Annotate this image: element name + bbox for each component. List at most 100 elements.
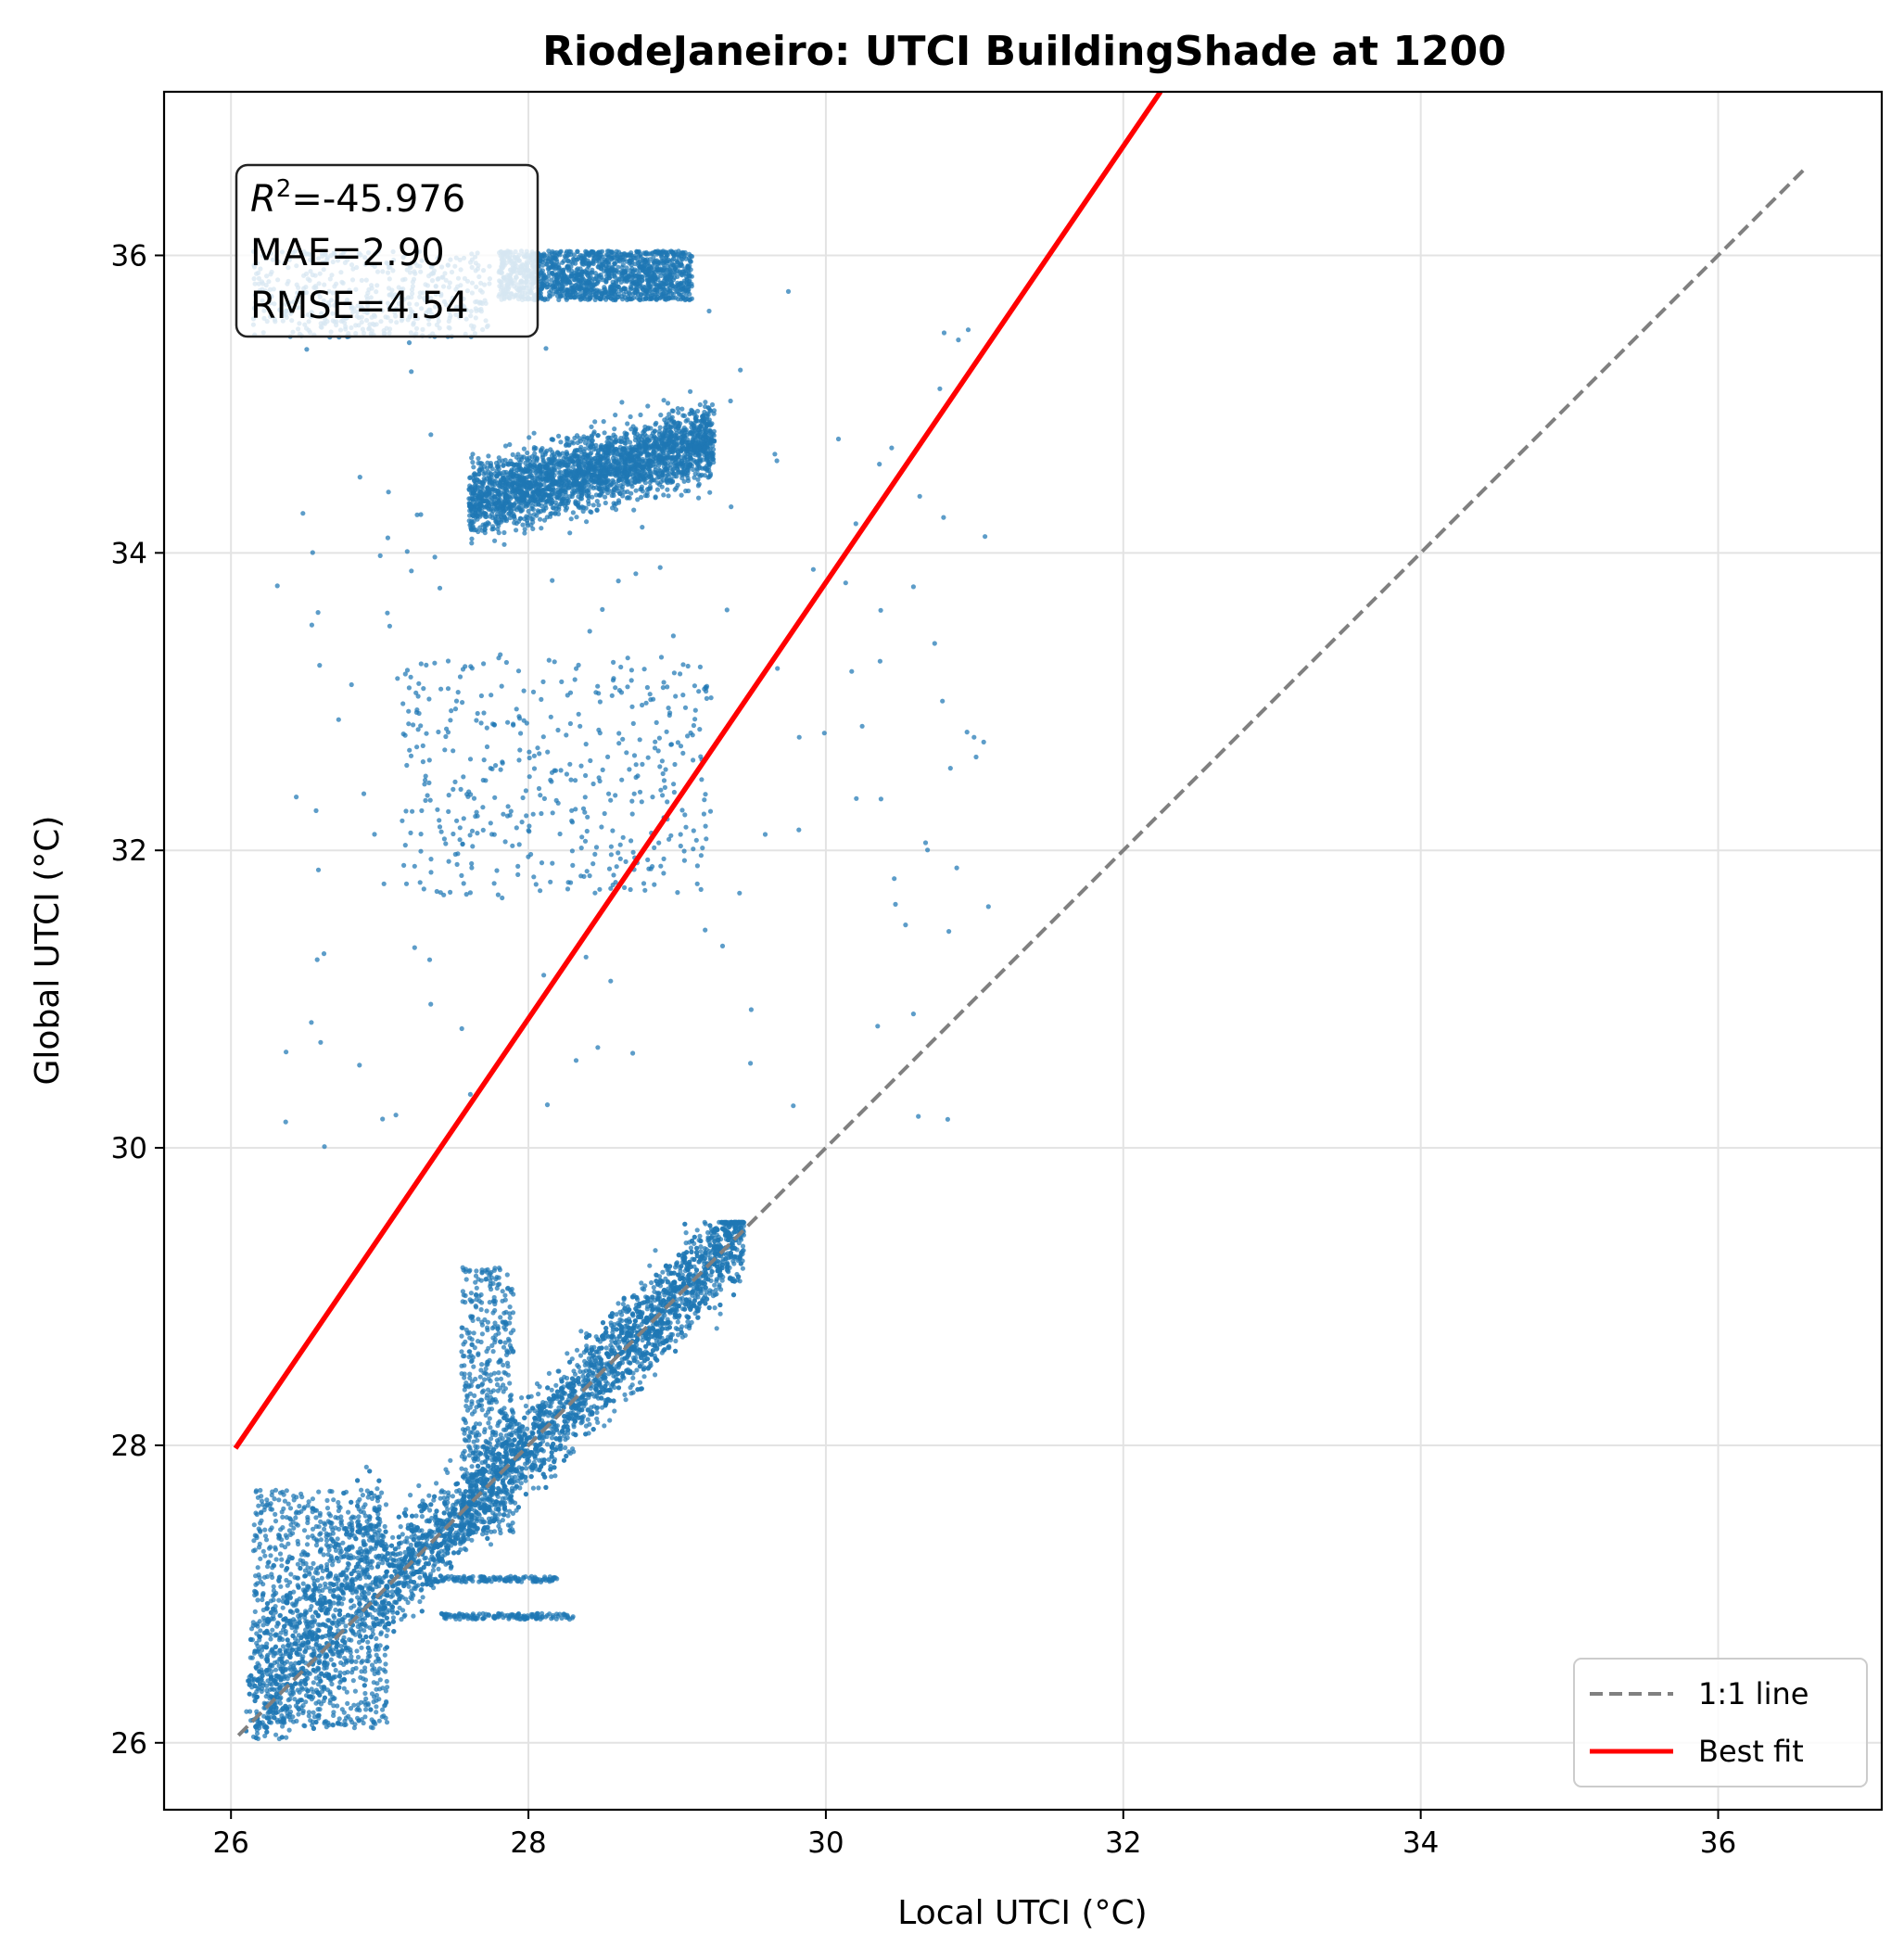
scatter-point xyxy=(616,1322,622,1328)
scatter-point xyxy=(584,1343,590,1349)
scatter-point xyxy=(511,1291,516,1297)
scatter-point xyxy=(519,1473,525,1480)
scatter-point xyxy=(334,1644,339,1649)
scatter-point xyxy=(467,1522,473,1528)
scatter-point xyxy=(712,1305,717,1311)
scatter-point xyxy=(564,1453,569,1459)
scatter-point xyxy=(505,1364,511,1369)
scatter-point xyxy=(412,1585,417,1591)
scatter-point xyxy=(319,1575,324,1581)
scatter-point xyxy=(374,1507,380,1514)
scatter-point xyxy=(549,1387,554,1393)
scatter-point xyxy=(617,1317,623,1323)
scatter-point xyxy=(653,1372,658,1378)
scatter-point xyxy=(630,1375,636,1380)
scatter-point xyxy=(732,1245,738,1252)
scatter-point xyxy=(488,1425,493,1431)
scatter-point xyxy=(543,1409,550,1415)
scatter-point xyxy=(594,1409,600,1416)
scatter-point xyxy=(709,1268,715,1275)
scatter-point xyxy=(390,1593,396,1598)
scatter-point xyxy=(637,1364,643,1369)
scatter-point xyxy=(469,1537,475,1543)
scatter-point xyxy=(467,1371,473,1377)
scatter-point xyxy=(465,1532,471,1537)
chart-title: RiodeJaneiro: UTCI BuildingShade at 1200 xyxy=(542,28,1506,75)
scatter-point xyxy=(567,1359,573,1365)
scatter-point xyxy=(596,1381,602,1387)
scatter-point xyxy=(255,1495,260,1500)
scatter-point xyxy=(483,1366,489,1371)
scatter-point xyxy=(583,1431,589,1437)
scatter-point xyxy=(482,1491,488,1496)
scatter-point xyxy=(492,1301,498,1307)
scatter-point xyxy=(573,1406,578,1411)
scatter-point xyxy=(484,1308,489,1314)
scatter-point xyxy=(496,1420,501,1426)
scatter-point xyxy=(695,1315,701,1320)
scatter-point xyxy=(442,1501,448,1507)
scatter-point xyxy=(462,1497,467,1503)
scatter-point xyxy=(659,1318,665,1324)
scatter-point xyxy=(727,1224,732,1229)
scatter-point xyxy=(262,1533,269,1539)
scatter-point xyxy=(592,1358,599,1364)
scatter-point xyxy=(370,1615,375,1621)
scatter-point xyxy=(576,1364,582,1370)
scatter-point xyxy=(293,1629,298,1635)
scatter-point xyxy=(391,1629,397,1635)
scatter-point xyxy=(421,1565,426,1571)
scatter-point xyxy=(639,1315,644,1320)
scatter-point xyxy=(469,1399,475,1405)
scatter-point xyxy=(522,1415,527,1420)
scatter-point xyxy=(546,1430,552,1435)
scatter-point xyxy=(673,1348,679,1354)
scatter-point xyxy=(501,1478,506,1483)
scatter-point xyxy=(427,1507,433,1513)
scatter-point xyxy=(283,1567,289,1573)
scatter-point xyxy=(272,1715,277,1721)
scatter-point xyxy=(435,1545,440,1550)
scatter-point xyxy=(672,1280,678,1286)
scatter-point xyxy=(399,1617,404,1622)
scatter-point xyxy=(552,1473,558,1479)
scatter-point xyxy=(551,1441,556,1447)
scatter-point xyxy=(374,1710,379,1715)
scatter-point xyxy=(603,1345,609,1351)
scatter-point xyxy=(469,1358,475,1364)
scatter-point xyxy=(585,1417,590,1422)
scatter-point xyxy=(552,1465,557,1470)
scatter-point xyxy=(390,1619,396,1624)
scatter-point xyxy=(459,1466,464,1471)
scatter-point xyxy=(482,1467,488,1472)
scatter-point xyxy=(707,1223,713,1228)
scatter-point xyxy=(736,1274,742,1279)
scatter-point xyxy=(473,1444,478,1449)
scatter-point xyxy=(666,1308,672,1315)
scatter-point xyxy=(496,1370,501,1376)
scatter-point xyxy=(531,1425,537,1431)
scatter-point xyxy=(666,1319,671,1325)
scatter-point xyxy=(582,1358,588,1364)
scatter-point xyxy=(493,1444,499,1450)
scatter-point xyxy=(350,1555,357,1560)
scatter-point xyxy=(622,1355,628,1361)
scatter-point xyxy=(482,1430,488,1435)
scatter-point xyxy=(436,1555,441,1560)
scatter-point xyxy=(333,1607,338,1613)
scatter-point xyxy=(484,1477,489,1482)
scatter-point xyxy=(620,1302,627,1307)
scatter-point xyxy=(505,1513,511,1519)
scatter-point xyxy=(309,1565,314,1571)
scatter-point xyxy=(430,1568,436,1573)
scatter-point xyxy=(330,1562,336,1568)
scatter-point xyxy=(562,1424,567,1430)
scatter-point xyxy=(702,1281,707,1287)
scatter-point xyxy=(656,1291,662,1296)
scatter-point xyxy=(287,1506,294,1511)
scatter-point xyxy=(705,1229,711,1236)
scatter-point xyxy=(489,1342,495,1348)
scatter-point xyxy=(530,1406,536,1411)
scatter-point xyxy=(508,1448,514,1454)
scatter-point xyxy=(599,1395,604,1401)
